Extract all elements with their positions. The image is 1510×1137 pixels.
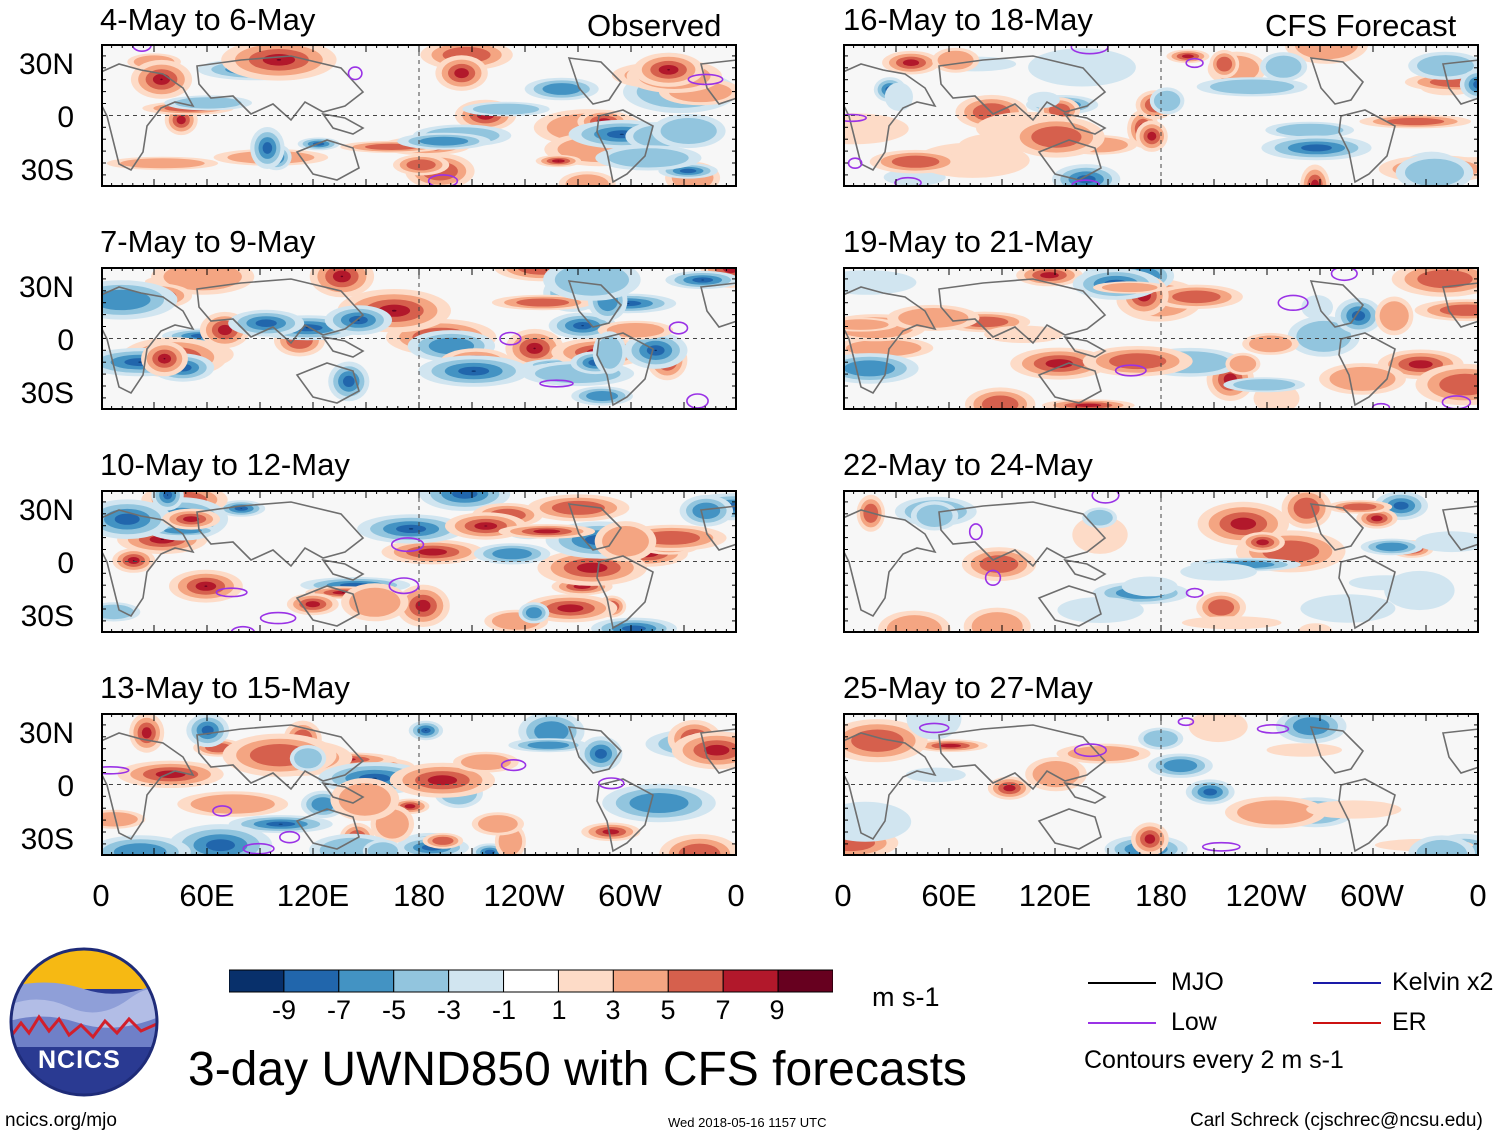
lat-label-0: 0 (57, 547, 74, 580)
lon-label: 60W (598, 878, 662, 913)
colorbar-tick: -5 (381, 995, 406, 1025)
lon-label: 120E (276, 878, 350, 913)
contour-note: Contours every 2 m s-1 (1084, 1046, 1344, 1074)
map-panel-observed-2 (101, 267, 737, 410)
wind-map (101, 490, 737, 633)
colorbar-swatch (722, 969, 779, 993)
wind-map (101, 713, 737, 856)
lat-label-0: 0 (57, 101, 74, 134)
wind-map (843, 713, 1479, 856)
footer-url: ncics.org/mjo (5, 1110, 117, 1131)
wind-map (843, 490, 1479, 633)
wind-map (843, 267, 1479, 410)
main-title: 3-day UWND850 with CFS forecasts (188, 1043, 967, 1096)
colorbar-swatch (393, 969, 450, 993)
lon-label: 0 (834, 878, 852, 913)
colorbar-swatch (283, 969, 340, 993)
panel-title: 10-May to 12-May (100, 447, 350, 482)
panel-title: 4-May to 6-May (100, 2, 316, 37)
lon-label: 60W (1340, 878, 1404, 913)
lon-label: 120W (483, 878, 565, 913)
lon-label: 120E (1018, 878, 1092, 913)
lat-label-0: 0 (57, 324, 74, 357)
colorbar-swatch (667, 969, 724, 993)
map-panel-forecast-2 (843, 267, 1479, 410)
lon-label: 180 (1135, 878, 1187, 913)
panel-title: 13-May to 15-May (100, 670, 350, 705)
map-panel-forecast-1 (843, 44, 1479, 187)
lon-label: 0 (727, 878, 745, 913)
lat-label-30n: 30N (18, 48, 74, 81)
legend-line-kelvin (1313, 982, 1381, 984)
panel-title: 25-May to 27-May (843, 670, 1093, 705)
legend-label-kelvin: Kelvin x2 (1392, 968, 1494, 996)
lat-label-30s: 30S (20, 154, 74, 187)
colorbar-swatch (557, 969, 614, 993)
logo-text: NCICS (38, 1046, 121, 1074)
map-panel-observed-3 (101, 490, 737, 633)
colorbar-tick: 5 (660, 995, 676, 1025)
legend-label-er: ER (1392, 1008, 1427, 1036)
colorbar-swatch (229, 969, 285, 993)
colorbar-swatch (777, 969, 833, 993)
map-panel-observed-1 (101, 44, 737, 187)
legend-line-er (1313, 1022, 1381, 1024)
legend-line-low (1088, 1022, 1156, 1024)
lat-label-0: 0 (57, 770, 74, 803)
ncics-logo (9, 947, 159, 1097)
wind-map (101, 44, 737, 187)
lat-label-30n: 30N (18, 717, 74, 750)
lon-label: 180 (393, 878, 445, 913)
wind-map (843, 44, 1479, 187)
panel-title: 16-May to 18-May (843, 2, 1093, 37)
lon-label: 60E (179, 878, 235, 913)
colorbar-swatch (612, 969, 669, 993)
colorbar-tick: -9 (271, 995, 296, 1025)
lat-label-30n: 30N (18, 494, 74, 527)
panel-title: 19-May to 21-May (843, 224, 1093, 259)
lon-label: 60E (921, 878, 977, 913)
observed-label: Observed (587, 8, 722, 43)
lon-label: 120W (1225, 878, 1307, 913)
footer-author: Carl Schreck (cjschrec@ncsu.edu) (1190, 1110, 1483, 1131)
lon-label: 0 (1469, 878, 1487, 913)
panel-title: 7-May to 9-May (100, 224, 316, 259)
colorbar-tick: 1 (551, 995, 567, 1025)
map-panel-observed-4 (101, 713, 737, 856)
colorbar-tick: 7 (715, 995, 731, 1025)
lon-label: 0 (92, 878, 110, 913)
colorbar-swatch (338, 969, 395, 993)
colorbar-tick: -7 (326, 995, 351, 1025)
wind-map (101, 267, 737, 410)
colorbar-tick: 3 (605, 995, 621, 1025)
colorbar-unit: m s-1 (872, 982, 940, 1012)
legend-label-mjo: MJO (1171, 968, 1224, 996)
colorbar-swatch (503, 969, 559, 993)
colorbar-tick: -3 (436, 995, 461, 1025)
lat-label-30s: 30S (20, 377, 74, 410)
colorbar-tick: -1 (491, 995, 516, 1025)
map-panel-forecast-4 (843, 713, 1479, 856)
cfs-forecast-label: CFS Forecast (1265, 8, 1457, 43)
colorbar-tick: 9 (769, 995, 785, 1025)
lat-label-30s: 30S (20, 600, 74, 633)
footer-timestamp: Wed 2018-05-16 1157 UTC (668, 1115, 827, 1130)
colorbar (229, 969, 833, 993)
map-panel-forecast-3 (843, 490, 1479, 633)
colorbar-swatch (448, 969, 505, 993)
lat-label-30n: 30N (18, 271, 74, 304)
panel-title: 22-May to 24-May (843, 447, 1093, 482)
legend-label-low: Low (1171, 1008, 1217, 1036)
lat-label-30s: 30S (20, 823, 74, 856)
legend-line-mjo (1088, 982, 1156, 984)
